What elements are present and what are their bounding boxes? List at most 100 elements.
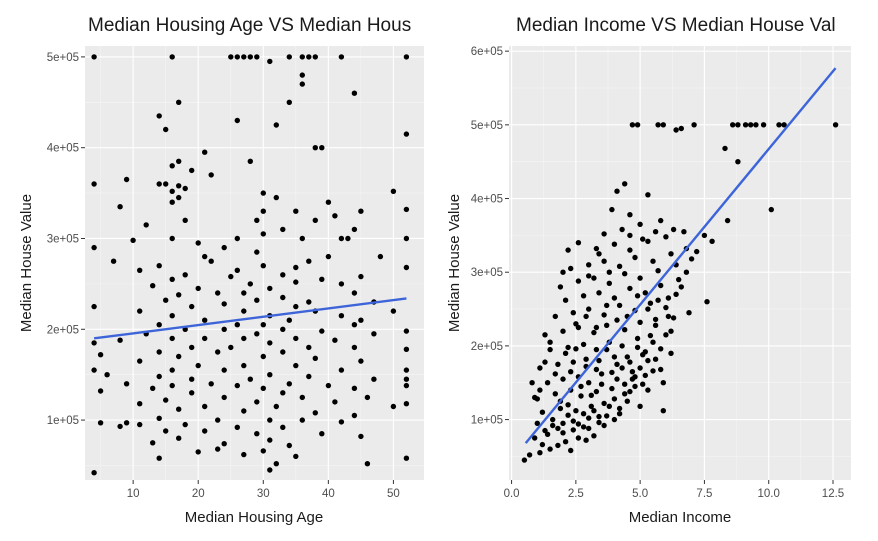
- data-point: [580, 293, 587, 299]
- data-point: [280, 390, 286, 396]
- data-point: [637, 275, 643, 281]
- data-point: [156, 415, 162, 421]
- data-point: [748, 122, 754, 128]
- data-point: [586, 380, 592, 386]
- data-point: [562, 350, 569, 356]
- data-point: [338, 367, 345, 373]
- data-point: [351, 290, 358, 296]
- data-point: [260, 353, 266, 360]
- data-point: [306, 54, 312, 60]
- data-point: [234, 382, 240, 389]
- data-point: [655, 268, 661, 274]
- data-point: [176, 158, 182, 164]
- data-point: [325, 253, 332, 260]
- data-point: [658, 282, 664, 289]
- data-point: [182, 272, 188, 278]
- data-point: [208, 258, 214, 264]
- data-point: [280, 272, 286, 278]
- data-point: [202, 253, 208, 260]
- data-point: [286, 54, 292, 60]
- data-point: [686, 310, 692, 316]
- data-point: [351, 322, 358, 328]
- data-point: [97, 420, 104, 426]
- data-point: [537, 387, 543, 393]
- data-point: [299, 417, 305, 423]
- data-point: [655, 297, 661, 303]
- data-point: [622, 391, 628, 397]
- data-point: [130, 237, 136, 243]
- data-point: [565, 247, 571, 253]
- data-point: [390, 308, 397, 314]
- data-point: [267, 417, 273, 423]
- data-point: [403, 54, 410, 60]
- data-point: [663, 234, 669, 240]
- data-point: [604, 413, 610, 419]
- data-point: [299, 235, 305, 242]
- data-point: [560, 376, 566, 382]
- y-axis-title: Median House Value: [18, 194, 35, 332]
- data-point: [583, 437, 589, 443]
- data-point: [358, 433, 364, 440]
- data-point: [319, 276, 325, 282]
- data-point: [169, 335, 175, 342]
- data-point: [202, 317, 208, 323]
- data-point: [629, 369, 636, 375]
- data-point: [637, 319, 643, 325]
- data-point: [588, 403, 594, 409]
- data-point: [650, 368, 656, 374]
- data-point: [555, 425, 561, 432]
- chart-title: Median Income VS Median House Val: [516, 15, 836, 36]
- x-tick-label: 0.0: [504, 488, 520, 500]
- data-point: [91, 470, 97, 476]
- data-point: [776, 122, 782, 128]
- data-point: [338, 281, 345, 287]
- scatter-points: [521, 122, 839, 463]
- data-point: [637, 365, 643, 371]
- data-point: [351, 90, 358, 96]
- data-point: [627, 247, 633, 253]
- data-point: [539, 441, 546, 448]
- data-point: [658, 346, 664, 352]
- data-point: [169, 54, 175, 60]
- data-point: [260, 263, 266, 269]
- y-tick-label: 3e+05: [47, 233, 79, 245]
- data-point: [319, 328, 325, 334]
- data-point: [280, 294, 286, 301]
- data-point: [529, 380, 535, 386]
- data-point: [570, 427, 576, 433]
- data-point: [627, 232, 633, 239]
- data-point: [575, 421, 582, 427]
- regression-line: [524, 67, 837, 444]
- data-point: [591, 433, 597, 439]
- data-point: [586, 262, 592, 268]
- data-point: [293, 453, 299, 460]
- data-point: [650, 258, 656, 264]
- data-point: [534, 396, 540, 402]
- data-point: [601, 231, 607, 237]
- data-point: [637, 221, 643, 227]
- data-point: [221, 301, 227, 307]
- data-point: [622, 327, 628, 333]
- data-point: [202, 403, 208, 410]
- data-point: [534, 420, 540, 426]
- data-point: [351, 412, 358, 419]
- data-point: [221, 367, 227, 373]
- data-point: [555, 361, 561, 367]
- data-point: [570, 418, 576, 424]
- data-point: [189, 167, 195, 174]
- data-point: [701, 232, 708, 239]
- data-point: [670, 226, 677, 233]
- data-point: [338, 419, 345, 425]
- data-point: [156, 455, 162, 461]
- data-point: [583, 313, 589, 320]
- data-point: [601, 258, 607, 264]
- data-point: [312, 145, 318, 151]
- data-point: [364, 461, 371, 467]
- data-point: [634, 344, 641, 351]
- data-point: [647, 300, 654, 306]
- data-point: [312, 54, 318, 60]
- data-point: [195, 449, 201, 455]
- data-point: [228, 344, 234, 351]
- data-point: [163, 397, 169, 403]
